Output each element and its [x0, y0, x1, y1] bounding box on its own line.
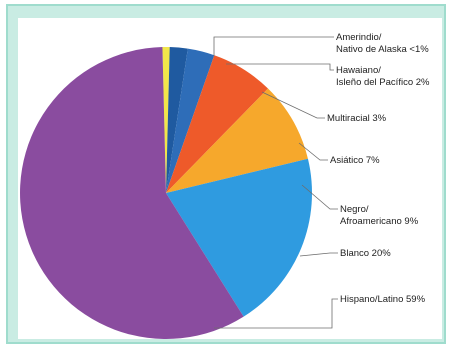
leader-line-6 [214, 298, 338, 329]
slice-label-group-0: Amerindio/Nativo de Alaska <1% [213, 32, 429, 56]
slice-label-group-3: Asiático 7% [298, 142, 380, 166]
slice-label-6-line-0: Hispano/Latino 59% [340, 294, 426, 305]
slice-label-4-line-1: Afroamericano 9% [340, 216, 419, 227]
leader-line-4 [301, 184, 338, 210]
slice-label-1-line-1: Isleño del Pacífico 2% [336, 77, 430, 88]
leader-line-3 [298, 142, 328, 161]
pie-slices [20, 46, 313, 339]
pie-slice-1 [166, 47, 188, 193]
slice-label-5-line-0: Blanco 20% [340, 248, 391, 259]
pie-slice-2 [166, 48, 215, 193]
slice-label-0-line-0: Amerindio/ [336, 32, 382, 43]
slice-label-3-line-0: Asiático 7% [330, 155, 380, 166]
pie-slice-0 [162, 46, 170, 194]
slice-label-0-line-1: Nativo de Alaska <1% [336, 44, 429, 55]
slice-label-group-5: Blanco 20% [299, 248, 391, 259]
slice-label-2-line-0: Multiracial 3% [327, 113, 387, 124]
pie-slice-4 [166, 88, 308, 193]
leader-line-5 [299, 252, 338, 257]
slice-label-group-2: Multiracial 3% [261, 91, 387, 124]
leader-line-2 [261, 91, 325, 119]
slice-label-group-6: Hispano/Latino 59% [214, 294, 426, 329]
slice-label-4-line-0: Negro/ [340, 204, 369, 215]
pie-slice-6 [20, 47, 244, 339]
slice-label-group-4: Negro/Afroamericano 9% [301, 184, 419, 227]
leader-line-1 [226, 63, 334, 71]
slice-label-1-line-0: Hawaiano/ [336, 65, 381, 76]
pie-slice-5 [166, 158, 313, 317]
slice-label-group-1: Hawaiano/Isleño del Pacífico 2% [226, 63, 430, 88]
pie-slice-3 [166, 55, 268, 193]
leader-line-0 [213, 36, 334, 56]
